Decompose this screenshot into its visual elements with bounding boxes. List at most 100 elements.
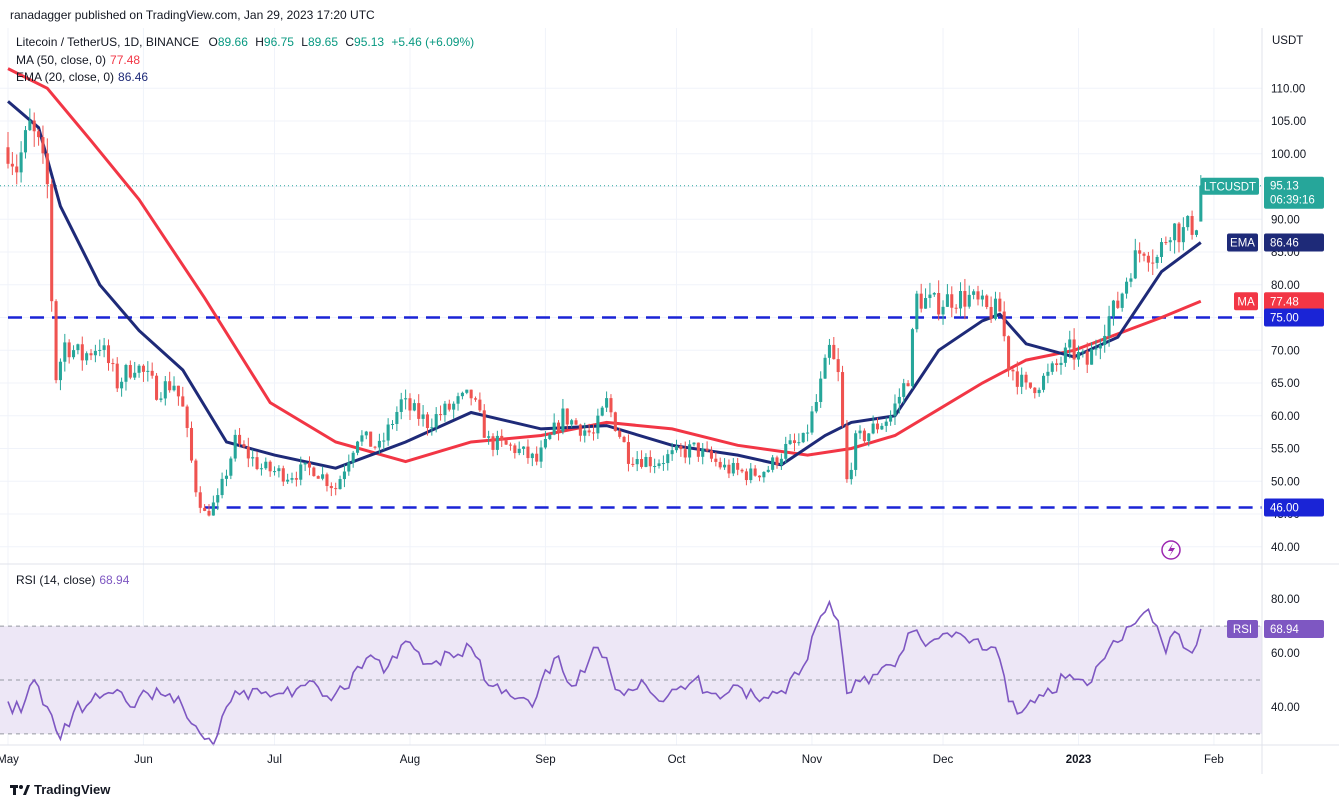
candle-body [561,408,565,432]
legend-ma[interactable]: MA (50, close, 0) 77.48 [16,53,140,67]
price-tick-label: 60.00 [1271,411,1300,423]
price-tick-label: 85.00 [1271,247,1300,259]
candle-body [893,403,897,416]
candle-body [255,457,259,470]
rsi-tag: RSI 68.94 [1227,619,1324,638]
candle-body [500,435,504,441]
candle-body [329,486,333,489]
candle-body [679,446,683,450]
candle-body [382,440,386,442]
candle-body [395,411,399,424]
rsi-band-layer [0,625,1262,735]
candle-body [845,425,849,480]
candle-body [784,443,788,459]
ema-tag: EMA 86.46 [1227,233,1324,252]
candle-body [976,291,980,300]
candle-body [727,464,731,474]
candle-body [609,398,613,413]
candle-body [657,463,661,467]
candle-body [430,427,434,429]
candle-body [67,342,71,358]
candle-body [565,408,569,425]
candle-body [823,357,827,379]
legend-rsi-label: RSI (14, close) [16,573,96,587]
candle-body [1151,262,1155,264]
candle-body [543,438,547,448]
flash-icon[interactable] [1161,540,1181,560]
legend-rsi[interactable]: RSI (14, close) 68.94 [16,573,129,587]
price-tick-label: 80.00 [1271,280,1300,292]
legend-change: +5.46 (+6.09%) [391,35,475,49]
candle-body [439,414,443,416]
candle-body [45,153,49,185]
candle-body [1138,250,1142,254]
candle-body [334,488,338,490]
chart-area[interactable]: USDT40.0045.0050.0055.0060.0065.0070.007… [0,28,1339,774]
candle-body [1068,339,1072,348]
ma-tag-label-bg [1234,292,1258,311]
candle-body [425,414,429,429]
candle-body [1015,371,1019,387]
legend-ma-label: MA (50, close, 0) [16,53,107,67]
candle-body [613,412,617,431]
candle-body [37,131,41,138]
candle-body [814,401,818,412]
candle-body [72,350,76,358]
candle-body [915,293,919,330]
candle-body [1164,242,1168,244]
candle-body [54,301,58,381]
candle-body [163,381,167,399]
candle-body [491,436,495,450]
candle-layer [6,108,1203,517]
candle-body [85,353,89,361]
candle-body [779,458,783,466]
candle-body [404,398,408,400]
candle-body [412,403,416,411]
candle-body [998,298,1002,312]
price-tag-value: 95.13 [1270,181,1299,193]
price-tick-label: 70.00 [1271,345,1300,357]
candle-body [578,424,582,436]
candle-body [303,462,307,465]
candle-body [194,460,198,493]
candle-body [666,454,670,464]
candle-body [526,446,530,459]
rsi-line [7,599,1202,747]
candle-body [233,434,237,459]
candle-body [862,430,866,442]
candle-body [718,461,722,468]
candle-body [819,378,823,402]
candle-body [76,344,80,351]
legend-ema[interactable]: EMA (20, close, 0) 86.46 [16,70,148,84]
price-tick-label: 55.00 [1271,444,1300,456]
candle-body [945,294,949,307]
resistance-tag-value-bg [1264,308,1324,327]
candle-body [836,359,840,373]
candle-body [120,381,124,389]
candle-body [605,398,609,408]
candle-body [688,444,692,458]
candle-body [356,441,360,453]
grid [0,28,1262,745]
candle-body [950,294,954,308]
candle-body [937,293,941,315]
candle-body [535,453,539,462]
candle-body [766,469,770,472]
candle-body [827,344,831,358]
candle-body [495,435,499,450]
candle-body [517,448,521,454]
candle-body [989,306,993,319]
candle-body [41,137,45,154]
candle-body [421,414,425,419]
candle-body [954,307,958,309]
rsi-tag-label-bg [1227,619,1258,638]
price-tick-label: 40.00 [1271,542,1300,554]
candle-body [141,365,145,372]
candle-body [469,389,473,399]
tradingview-logo[interactable]: TradingView [10,782,110,797]
candle-body [902,383,906,397]
candle-body [1194,230,1198,235]
candle-body [465,389,469,393]
candle-body [583,430,587,436]
candle-body [1107,316,1111,336]
